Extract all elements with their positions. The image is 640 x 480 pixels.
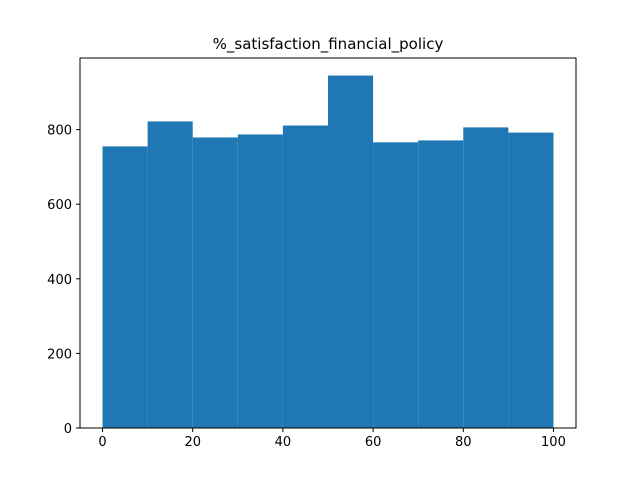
histogram-bar [102, 146, 148, 429]
x-axis: 0 20 40 60 80 100 [98, 428, 566, 450]
histogram-bar [508, 132, 554, 428]
histogram-bar [418, 140, 464, 428]
histogram-bar [463, 127, 509, 428]
y-tick-label: 600 [47, 198, 72, 213]
histogram-bar [282, 125, 328, 429]
x-tick-label: 40 [275, 435, 292, 450]
x-tick-label: 0 [98, 435, 106, 450]
x-tick-label: 60 [365, 435, 382, 450]
y-axis: 0 200 400 600 800 [47, 124, 80, 437]
histogram-bar [328, 75, 374, 428]
histogram-bar [147, 121, 193, 428]
axes-frame [79, 57, 577, 429]
y-tick-label: 800 [47, 124, 72, 139]
y-tick-label: 0 [64, 422, 72, 437]
y-tick-label: 400 [47, 273, 72, 288]
chart-title: %_satisfaction_financial_policy [213, 35, 444, 54]
histogram-bar [373, 142, 419, 428]
bars-group [102, 75, 554, 429]
x-tick-label: 80 [455, 435, 472, 450]
x-tick-label: 20 [184, 435, 201, 450]
histogram-bar [237, 134, 283, 428]
x-tick-label: 100 [541, 435, 566, 450]
y-tick-label: 200 [47, 347, 72, 362]
histogram-bar [192, 137, 238, 429]
